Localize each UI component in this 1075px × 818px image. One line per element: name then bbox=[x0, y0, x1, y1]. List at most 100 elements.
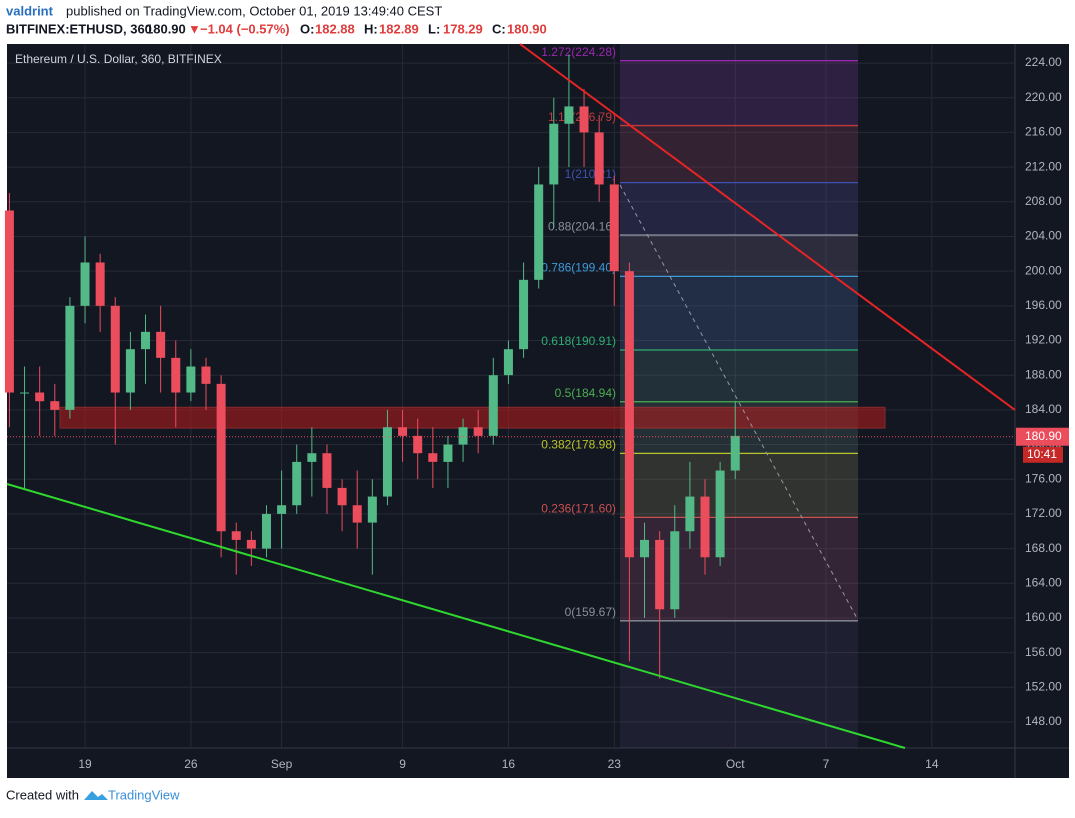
y-tick-label: 184.00 bbox=[1025, 402, 1062, 416]
y-tick-label: 192.00 bbox=[1025, 333, 1062, 347]
y-tick-label: 212.00 bbox=[1025, 159, 1062, 173]
x-tick-label: 9 bbox=[399, 757, 406, 771]
candle-body bbox=[35, 392, 45, 402]
candle-body bbox=[125, 349, 135, 393]
candle-body bbox=[624, 271, 634, 558]
candle-body bbox=[519, 279, 529, 350]
fib-label: 0(159.67) bbox=[565, 605, 616, 619]
y-tick-label: 148.00 bbox=[1025, 714, 1062, 728]
candle-body bbox=[367, 496, 377, 523]
candle-body bbox=[428, 453, 438, 462]
candle-body bbox=[156, 331, 166, 358]
y-tick-label: 176.00 bbox=[1025, 471, 1062, 485]
resistance-trendline bbox=[519, 43, 1016, 411]
candle-body bbox=[503, 349, 513, 376]
footer-created: Created with bbox=[6, 787, 79, 802]
y-tick-label: 224.00 bbox=[1025, 55, 1062, 69]
candle-body bbox=[277, 505, 287, 514]
ohlc-key: C: bbox=[492, 21, 506, 36]
candle-body bbox=[594, 132, 604, 185]
last-price-box bbox=[1016, 427, 1069, 446]
candle-body bbox=[292, 461, 302, 506]
countdown-box bbox=[1023, 446, 1063, 463]
resistance-zone bbox=[59, 406, 886, 429]
candle-body bbox=[201, 366, 211, 384]
y-tick-label: 152.00 bbox=[1025, 679, 1062, 693]
published: published on TradingView.com, October 01… bbox=[66, 3, 442, 18]
last-price-label: 180.90 bbox=[1025, 429, 1062, 443]
y-tick-label: 220.00 bbox=[1025, 90, 1062, 104]
candle-body bbox=[80, 262, 90, 306]
y-tick-label: 200.00 bbox=[1025, 263, 1062, 277]
ohlc-key: O: bbox=[300, 21, 314, 36]
fib-label: 1.272(224.28) bbox=[541, 45, 616, 59]
x-tick-label: 14 bbox=[925, 757, 939, 771]
candle-body bbox=[110, 305, 120, 393]
y-tick-label: 188.00 bbox=[1025, 367, 1062, 381]
fib-label: 0.786(199.40) bbox=[541, 261, 616, 275]
x-tick-label: 26 bbox=[184, 757, 198, 771]
fib-band bbox=[620, 349, 858, 402]
candle-body bbox=[216, 383, 226, 532]
symbol: BITFINEX:ETHUSD, 360 bbox=[6, 21, 152, 36]
candle-body bbox=[261, 513, 271, 549]
candle-body bbox=[488, 375, 498, 436]
x-tick-label: 19 bbox=[78, 757, 92, 771]
fib-label: 0.236(171.60) bbox=[541, 502, 616, 516]
candle-body bbox=[231, 531, 241, 540]
fib-label: 0.5(184.94) bbox=[555, 386, 616, 400]
countdown: 10:41 bbox=[1027, 447, 1057, 461]
price: 180.90 bbox=[146, 21, 186, 36]
ohlc-value: 182.88 bbox=[315, 21, 355, 36]
candle-body bbox=[534, 184, 544, 280]
y-tick-label: 204.00 bbox=[1025, 229, 1062, 243]
candle-body bbox=[549, 123, 559, 185]
y-tick-label: 196.00 bbox=[1025, 298, 1062, 312]
y-tick-label: 208.00 bbox=[1025, 194, 1062, 208]
fib-band bbox=[620, 60, 858, 126]
candle-body bbox=[50, 401, 60, 410]
candle-body bbox=[398, 427, 408, 436]
ohlc-value: 180.90 bbox=[507, 21, 547, 36]
ohlc-key: L: bbox=[428, 21, 440, 36]
chart-legend: Ethereum / U.S. Dollar, 360, BITFINEX bbox=[15, 52, 222, 66]
ohlc-value: 182.89 bbox=[379, 21, 419, 36]
y-tick-label: 172.00 bbox=[1025, 506, 1062, 520]
candle-body bbox=[413, 435, 423, 454]
y-tick-label: 160.00 bbox=[1025, 610, 1062, 624]
x-tick-label: 7 bbox=[823, 757, 830, 771]
fib-trend bbox=[619, 184, 859, 621]
author: valdrint bbox=[6, 3, 54, 18]
candle-body bbox=[715, 470, 725, 558]
change-arrow: ▼ bbox=[188, 21, 201, 36]
candle-body bbox=[352, 505, 362, 523]
x-tick-label: 16 bbox=[502, 757, 516, 771]
footer-brand: TradingView bbox=[108, 787, 180, 802]
candle-body bbox=[685, 496, 695, 532]
change: −1.04 (−0.57%) bbox=[200, 21, 290, 36]
x-tick-label: Oct bbox=[726, 757, 745, 771]
x-tick-label: Sep bbox=[271, 757, 293, 771]
candle-body bbox=[655, 539, 665, 610]
fib-label: 0.88(204.16) bbox=[548, 219, 616, 233]
candle-body bbox=[95, 262, 105, 306]
fib-band bbox=[620, 182, 858, 236]
candle-body bbox=[730, 435, 740, 471]
fib-label: 0.382(178.98) bbox=[541, 438, 616, 452]
y-tick-label: 216.00 bbox=[1025, 125, 1062, 139]
candle-body bbox=[186, 366, 196, 393]
candle-body bbox=[609, 184, 619, 272]
support-trendline bbox=[6, 483, 906, 749]
y-tick-label: 164.00 bbox=[1025, 575, 1062, 589]
candle-body bbox=[246, 539, 256, 549]
y-tick-label: 168.00 bbox=[1025, 541, 1062, 555]
fib-band bbox=[620, 235, 858, 277]
x-tick-label: 23 bbox=[608, 757, 622, 771]
candle-body bbox=[4, 210, 14, 393]
candle-body bbox=[322, 453, 332, 488]
candle-body bbox=[382, 427, 392, 497]
fib-label: 0.618(190.91) bbox=[541, 334, 616, 348]
candle-body bbox=[579, 106, 589, 133]
tv-logo bbox=[84, 791, 108, 800]
